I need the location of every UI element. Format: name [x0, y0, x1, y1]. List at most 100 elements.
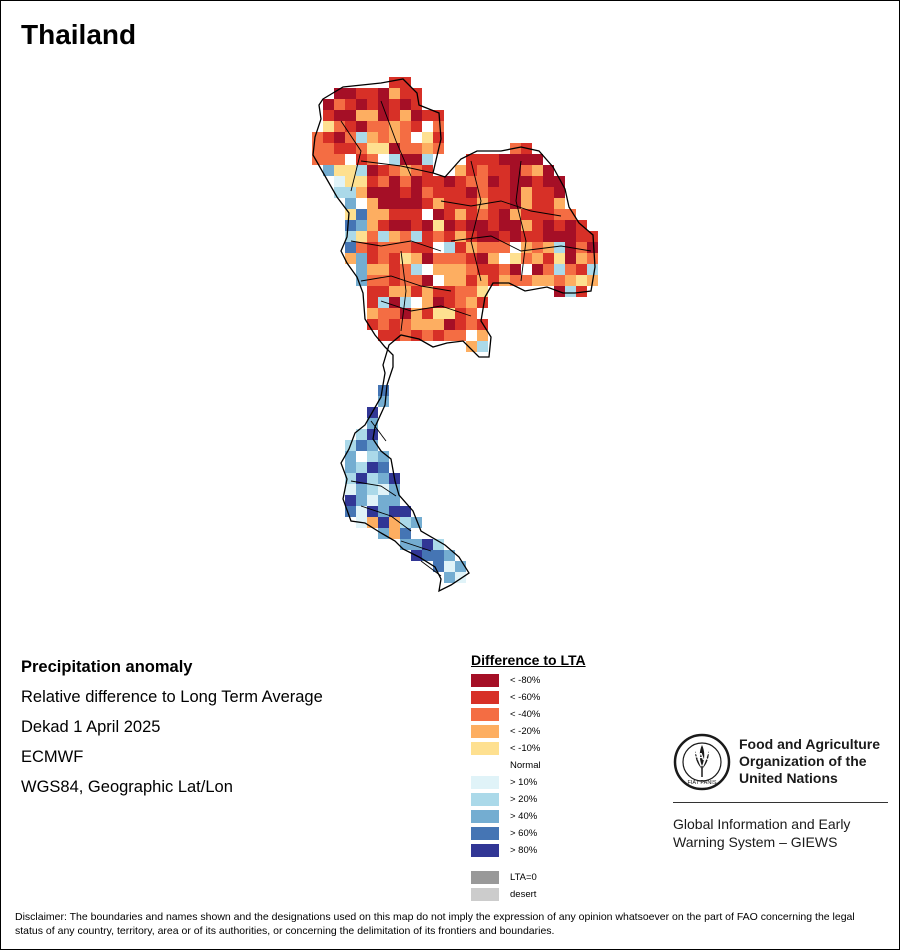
grid-cell: [565, 209, 576, 220]
system-name-line2: Warning System – GIEWS: [673, 834, 838, 850]
grid-cell: [367, 264, 378, 275]
grid-cell: [433, 264, 444, 275]
grid-cell: [433, 242, 444, 253]
grid-cell: [334, 143, 345, 154]
grid-cell: [345, 110, 356, 121]
grid-cell: [510, 231, 521, 242]
grid-cell: [400, 198, 411, 209]
legend-item: < -60%: [471, 689, 586, 706]
grid-cell: [334, 165, 345, 176]
grid-cell: [345, 176, 356, 187]
grid-cell: [477, 176, 488, 187]
grid-cell: [400, 528, 411, 539]
grid-cell: [477, 264, 488, 275]
grid-cell: [422, 297, 433, 308]
grid-cell: [521, 187, 532, 198]
grid-cell: [488, 209, 499, 220]
grid-cell: [400, 253, 411, 264]
grid-cell: [389, 154, 400, 165]
grid-cell: [433, 561, 444, 572]
grid-cell: [466, 165, 477, 176]
grid-cell: [422, 110, 433, 121]
grid-cell: [323, 132, 334, 143]
organization-name-line3: United Nations: [739, 770, 838, 786]
grid-cell: [521, 264, 532, 275]
info-period: Dekad 1 April 2025: [21, 718, 161, 736]
grid-cell: [422, 264, 433, 275]
grid-cell: [587, 253, 598, 264]
grid-cell: [477, 220, 488, 231]
grid-cell: [455, 198, 466, 209]
grid-cell: [400, 242, 411, 253]
grid-cell: [367, 143, 378, 154]
grid-cell: [477, 231, 488, 242]
grid-cell: [554, 253, 565, 264]
grid-cell: [433, 176, 444, 187]
grid-cell: [389, 121, 400, 132]
grid-cell: [345, 231, 356, 242]
grid-cell: [378, 517, 389, 528]
grid-cell: [334, 132, 345, 143]
grid-cell: [356, 88, 367, 99]
grid-cell: [356, 121, 367, 132]
grid-cell: [378, 286, 389, 297]
grid-cell: [323, 110, 334, 121]
grid-cell: [543, 187, 554, 198]
grid-cell: [389, 330, 400, 341]
grid-cell: [422, 275, 433, 286]
grid-cell: [455, 187, 466, 198]
grid-cell: [345, 495, 356, 506]
grid-cell: [510, 220, 521, 231]
grid-cell: [345, 253, 356, 264]
grid-cell: [389, 143, 400, 154]
grid-cell: [444, 198, 455, 209]
grid-cell: [378, 275, 389, 286]
grid-cell: [367, 231, 378, 242]
grid-cell: [444, 561, 455, 572]
grid-cell: [345, 220, 356, 231]
grid-cell: [389, 209, 400, 220]
grid-cell: [378, 121, 389, 132]
grid-cell: [554, 242, 565, 253]
grid-cell: [554, 275, 565, 286]
province-boundaries: [340, 100, 592, 577]
grid-cell: [356, 198, 367, 209]
grid-cell: [521, 242, 532, 253]
info-subtitle: Relative difference to Long Term Average: [21, 688, 323, 706]
grid-cell: [499, 209, 510, 220]
grid-cell: [488, 220, 499, 231]
grid-cell: [499, 231, 510, 242]
grid-cell: [422, 220, 433, 231]
legend-swatch: [471, 776, 499, 789]
grid-cell: [576, 231, 587, 242]
grid-cell: [356, 495, 367, 506]
info-source: ECMWF: [21, 748, 84, 766]
grid-cell: [367, 187, 378, 198]
grid-cell: [356, 506, 367, 517]
grid-cell: [378, 253, 389, 264]
grid-cell: [389, 528, 400, 539]
grid-cell: [400, 231, 411, 242]
grid-cell: [477, 154, 488, 165]
legend-label: > 20%: [510, 794, 538, 805]
grid-cell: [378, 330, 389, 341]
legend-item: < -20%: [471, 723, 586, 740]
grid-cell: [433, 308, 444, 319]
grid-cell: [587, 242, 598, 253]
grid-cell: [367, 484, 378, 495]
grid-cell: [378, 209, 389, 220]
grid-cell: [488, 187, 499, 198]
grid-cell: [433, 253, 444, 264]
grid-cell: [466, 319, 477, 330]
grid-cell: [488, 176, 499, 187]
legend-swatch: [471, 691, 499, 704]
grid-cell: [389, 308, 400, 319]
organization-divider: [673, 802, 888, 803]
legend-item: Normal: [471, 757, 586, 774]
grid-cell: [433, 132, 444, 143]
grid-cell: [400, 297, 411, 308]
province-boundary: [340, 120, 362, 192]
grid-cell: [466, 330, 477, 341]
grid-cell: [433, 209, 444, 220]
